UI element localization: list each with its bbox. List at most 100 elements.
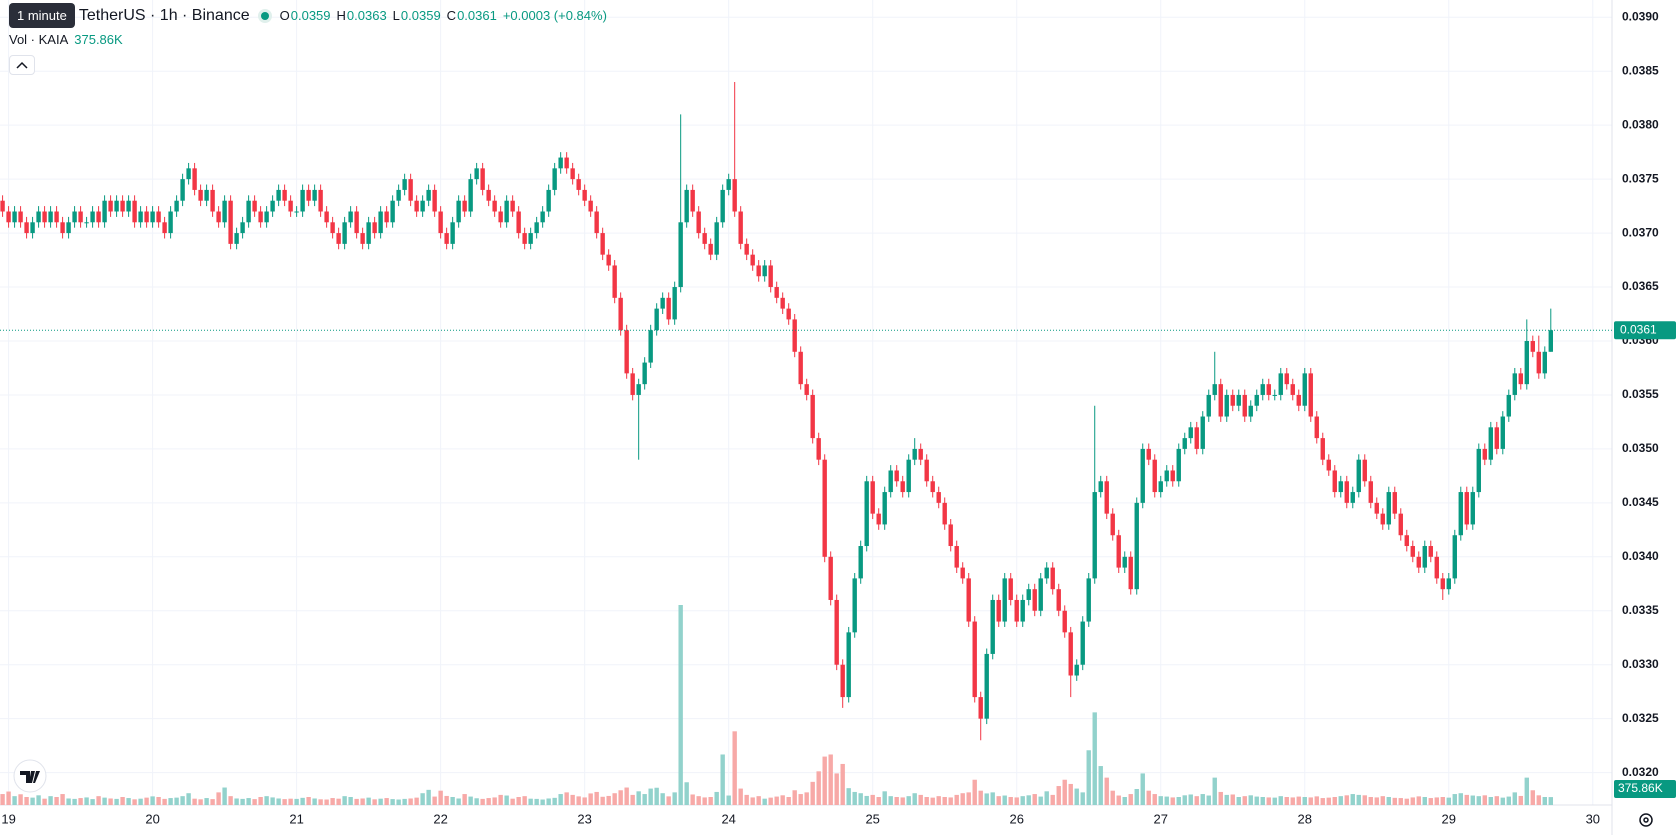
candle-body	[240, 222, 245, 234]
volume-bar	[1506, 796, 1511, 805]
volume-bar	[1272, 797, 1277, 805]
candle-body	[1320, 438, 1325, 460]
settings-icon[interactable]	[1639, 813, 1653, 827]
candle-body	[1110, 513, 1115, 536]
volume-bar	[504, 795, 509, 805]
volume-bar	[6, 791, 11, 805]
volume-bar	[498, 794, 503, 805]
volume-bar	[396, 799, 401, 805]
volume-bar	[1260, 797, 1265, 805]
volume-bar	[936, 796, 941, 805]
candle-body	[1344, 481, 1349, 503]
candle-body	[108, 200, 113, 212]
candle-body	[1500, 416, 1505, 449]
y-tick-label: 0.0365	[1622, 279, 1659, 293]
candle-body	[1470, 492, 1475, 525]
candle-body	[1266, 384, 1271, 395]
candle-body	[792, 319, 797, 352]
volume-bar	[42, 798, 47, 805]
candle-body	[942, 502, 947, 525]
volume-bar	[1020, 796, 1025, 805]
candle-body	[810, 394, 815, 439]
volume-bar	[564, 792, 569, 805]
volume-bar	[294, 798, 299, 805]
volume-bar	[18, 794, 23, 805]
volume-bar	[1458, 793, 1463, 805]
volume-value: 375.86K	[74, 32, 123, 47]
y-tick-label: 0.0335	[1622, 603, 1659, 617]
x-tick-label: 19	[1, 811, 15, 826]
candle-body	[1422, 546, 1427, 568]
candle-body	[1386, 492, 1391, 525]
candle-body	[762, 265, 767, 277]
volume-bar	[1140, 773, 1145, 805]
candle-body	[18, 211, 23, 223]
candle-body	[522, 233, 527, 244]
candle-body	[828, 556, 833, 600]
tv-logo	[13, 759, 47, 793]
volume-bar	[1416, 796, 1421, 805]
volume-bar	[1098, 766, 1103, 805]
volume-bar	[0, 794, 5, 805]
volume-bar	[468, 796, 473, 805]
volume-bar	[372, 799, 377, 805]
candle-body	[852, 578, 857, 633]
volume-bar	[126, 798, 131, 805]
y-tick-label: 0.0340	[1622, 549, 1659, 563]
volume-bar	[1362, 795, 1367, 805]
volume-bar	[1512, 792, 1517, 805]
volume-bar	[1050, 794, 1055, 805]
market-status[interactable]	[257, 8, 272, 23]
ohlc-value: 0.0363	[346, 8, 387, 23]
volume-bar	[1200, 794, 1205, 805]
candle-body	[900, 481, 905, 493]
candle-body	[1260, 384, 1265, 395]
ohlc-value: 0.0359	[290, 8, 331, 23]
candle-body	[744, 243, 749, 255]
candle-body	[330, 222, 335, 234]
volume-bar	[1092, 712, 1097, 805]
candle-body	[1146, 448, 1151, 460]
candle-body	[528, 233, 533, 244]
candle-body	[894, 470, 899, 482]
symbol-title[interactable]: TetherUS · 1h · Binance	[78, 6, 250, 24]
volume-bar	[1128, 794, 1133, 805]
volume-bar	[1002, 795, 1007, 805]
volume-bar	[288, 798, 293, 805]
candle-body	[1296, 394, 1301, 406]
candle-body	[54, 211, 59, 223]
candle-body	[1458, 492, 1463, 536]
candle-body	[42, 211, 47, 223]
candle-body	[270, 200, 275, 212]
volume-bar	[984, 793, 989, 805]
candle-body	[402, 179, 407, 190]
volume-bar	[72, 798, 77, 805]
candle-body	[1332, 470, 1337, 493]
volume-bar	[1320, 798, 1325, 805]
volume-bar	[1062, 779, 1067, 805]
volume-bar	[576, 796, 581, 805]
candle-body	[168, 211, 173, 234]
volume-bar	[1242, 796, 1247, 805]
volume-bar	[666, 796, 671, 805]
candle-body	[1158, 481, 1163, 493]
collapse-button[interactable]	[9, 55, 35, 75]
candle-body	[504, 200, 509, 223]
candle-body	[774, 287, 779, 298]
volume-bar	[360, 798, 365, 805]
candle-body	[324, 211, 329, 223]
x-tick-label: 29	[1442, 811, 1456, 826]
volume-bar	[162, 798, 167, 805]
volume-badge	[1614, 780, 1676, 798]
candle-body	[912, 448, 917, 460]
volume-bar	[996, 796, 1001, 805]
candle-body	[1122, 556, 1127, 568]
volume-bar	[930, 797, 935, 805]
volume-bar	[708, 797, 713, 805]
candle-body	[600, 233, 605, 255]
candle-body	[1140, 448, 1145, 503]
volume-bar	[96, 796, 101, 805]
volume-bar	[36, 795, 41, 805]
candle-body	[654, 308, 659, 331]
candle-body	[960, 567, 965, 579]
